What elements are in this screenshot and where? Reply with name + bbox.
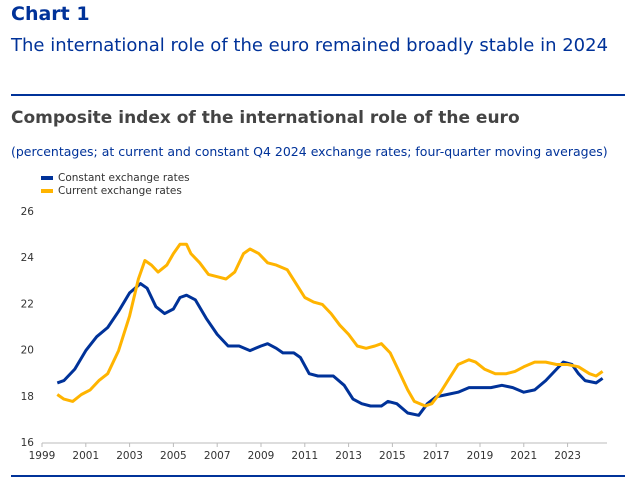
x-tick-label: 2003 — [116, 450, 143, 462]
chart-subtitle: (percentages; at current and constant Q4… — [11, 144, 608, 159]
chart-title: Composite index of the international rol… — [11, 108, 520, 128]
chart-label: Chart 1 — [11, 3, 90, 25]
y-tick-label: 22 — [21, 298, 34, 310]
rule — [11, 475, 625, 477]
y-tick-label: 20 — [21, 345, 34, 357]
x-tick-label: 2015 — [379, 450, 406, 462]
x-tick-label: 1999 — [29, 450, 56, 462]
x-tick-label: 2023 — [554, 450, 581, 462]
x-tick-label: 2009 — [248, 450, 275, 462]
x-tick-label: 2017 — [423, 450, 450, 462]
rule — [11, 94, 625, 96]
x-tick-label: 2007 — [204, 450, 231, 462]
x-tick-label: 2011 — [291, 450, 318, 462]
x-tick-label: 2013 — [335, 450, 362, 462]
line — [56, 282, 604, 417]
chart: 16 18 20 22 24 26 1999 2001 2003 2005 2007 2009 2011… — [21, 172, 607, 462]
legend-label: Current exchange rates — [58, 185, 182, 197]
x-tick-label: 2001 — [72, 450, 99, 462]
y-tick-label: 24 — [21, 252, 35, 264]
legend-label: Constant exchange rates — [58, 172, 190, 184]
x-tick-label: 2005 — [160, 450, 187, 462]
x-tick-label: 2019 — [467, 450, 494, 462]
y-tick-label: 16 — [21, 437, 35, 449]
line — [56, 242, 604, 408]
y-tick-label: 26 — [21, 206, 35, 218]
x-tick-label: 2021 — [510, 450, 537, 462]
headline: The international role of the euro remai… — [11, 35, 609, 56]
y-tick-label: 18 — [21, 391, 34, 403]
